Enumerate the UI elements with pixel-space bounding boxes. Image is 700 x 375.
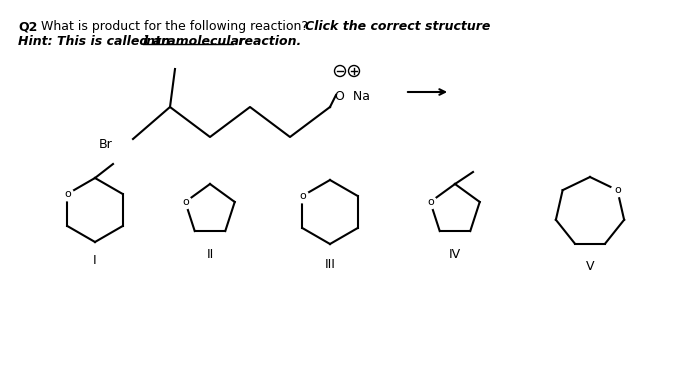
Text: o: o — [299, 191, 306, 201]
Text: IV: IV — [449, 249, 461, 261]
Text: I: I — [93, 254, 97, 267]
Text: o: o — [182, 197, 188, 207]
Text: V: V — [586, 261, 594, 273]
Text: o: o — [64, 189, 71, 199]
Text: II: II — [206, 249, 214, 261]
Text: Q2: Q2 — [18, 20, 37, 33]
Text: o: o — [427, 197, 433, 207]
Text: reaction.: reaction. — [234, 35, 301, 48]
Text: . What is product for the following reaction?: . What is product for the following reac… — [33, 20, 312, 33]
Text: Hint: This is called an: Hint: This is called an — [18, 35, 174, 48]
Text: III: III — [325, 258, 335, 270]
Text: O  Na: O Na — [335, 90, 370, 104]
Text: o: o — [614, 185, 621, 195]
Text: Br: Br — [99, 138, 113, 152]
Text: intramolecular: intramolecular — [143, 35, 246, 48]
Text: Click the correct structure: Click the correct structure — [305, 20, 491, 33]
